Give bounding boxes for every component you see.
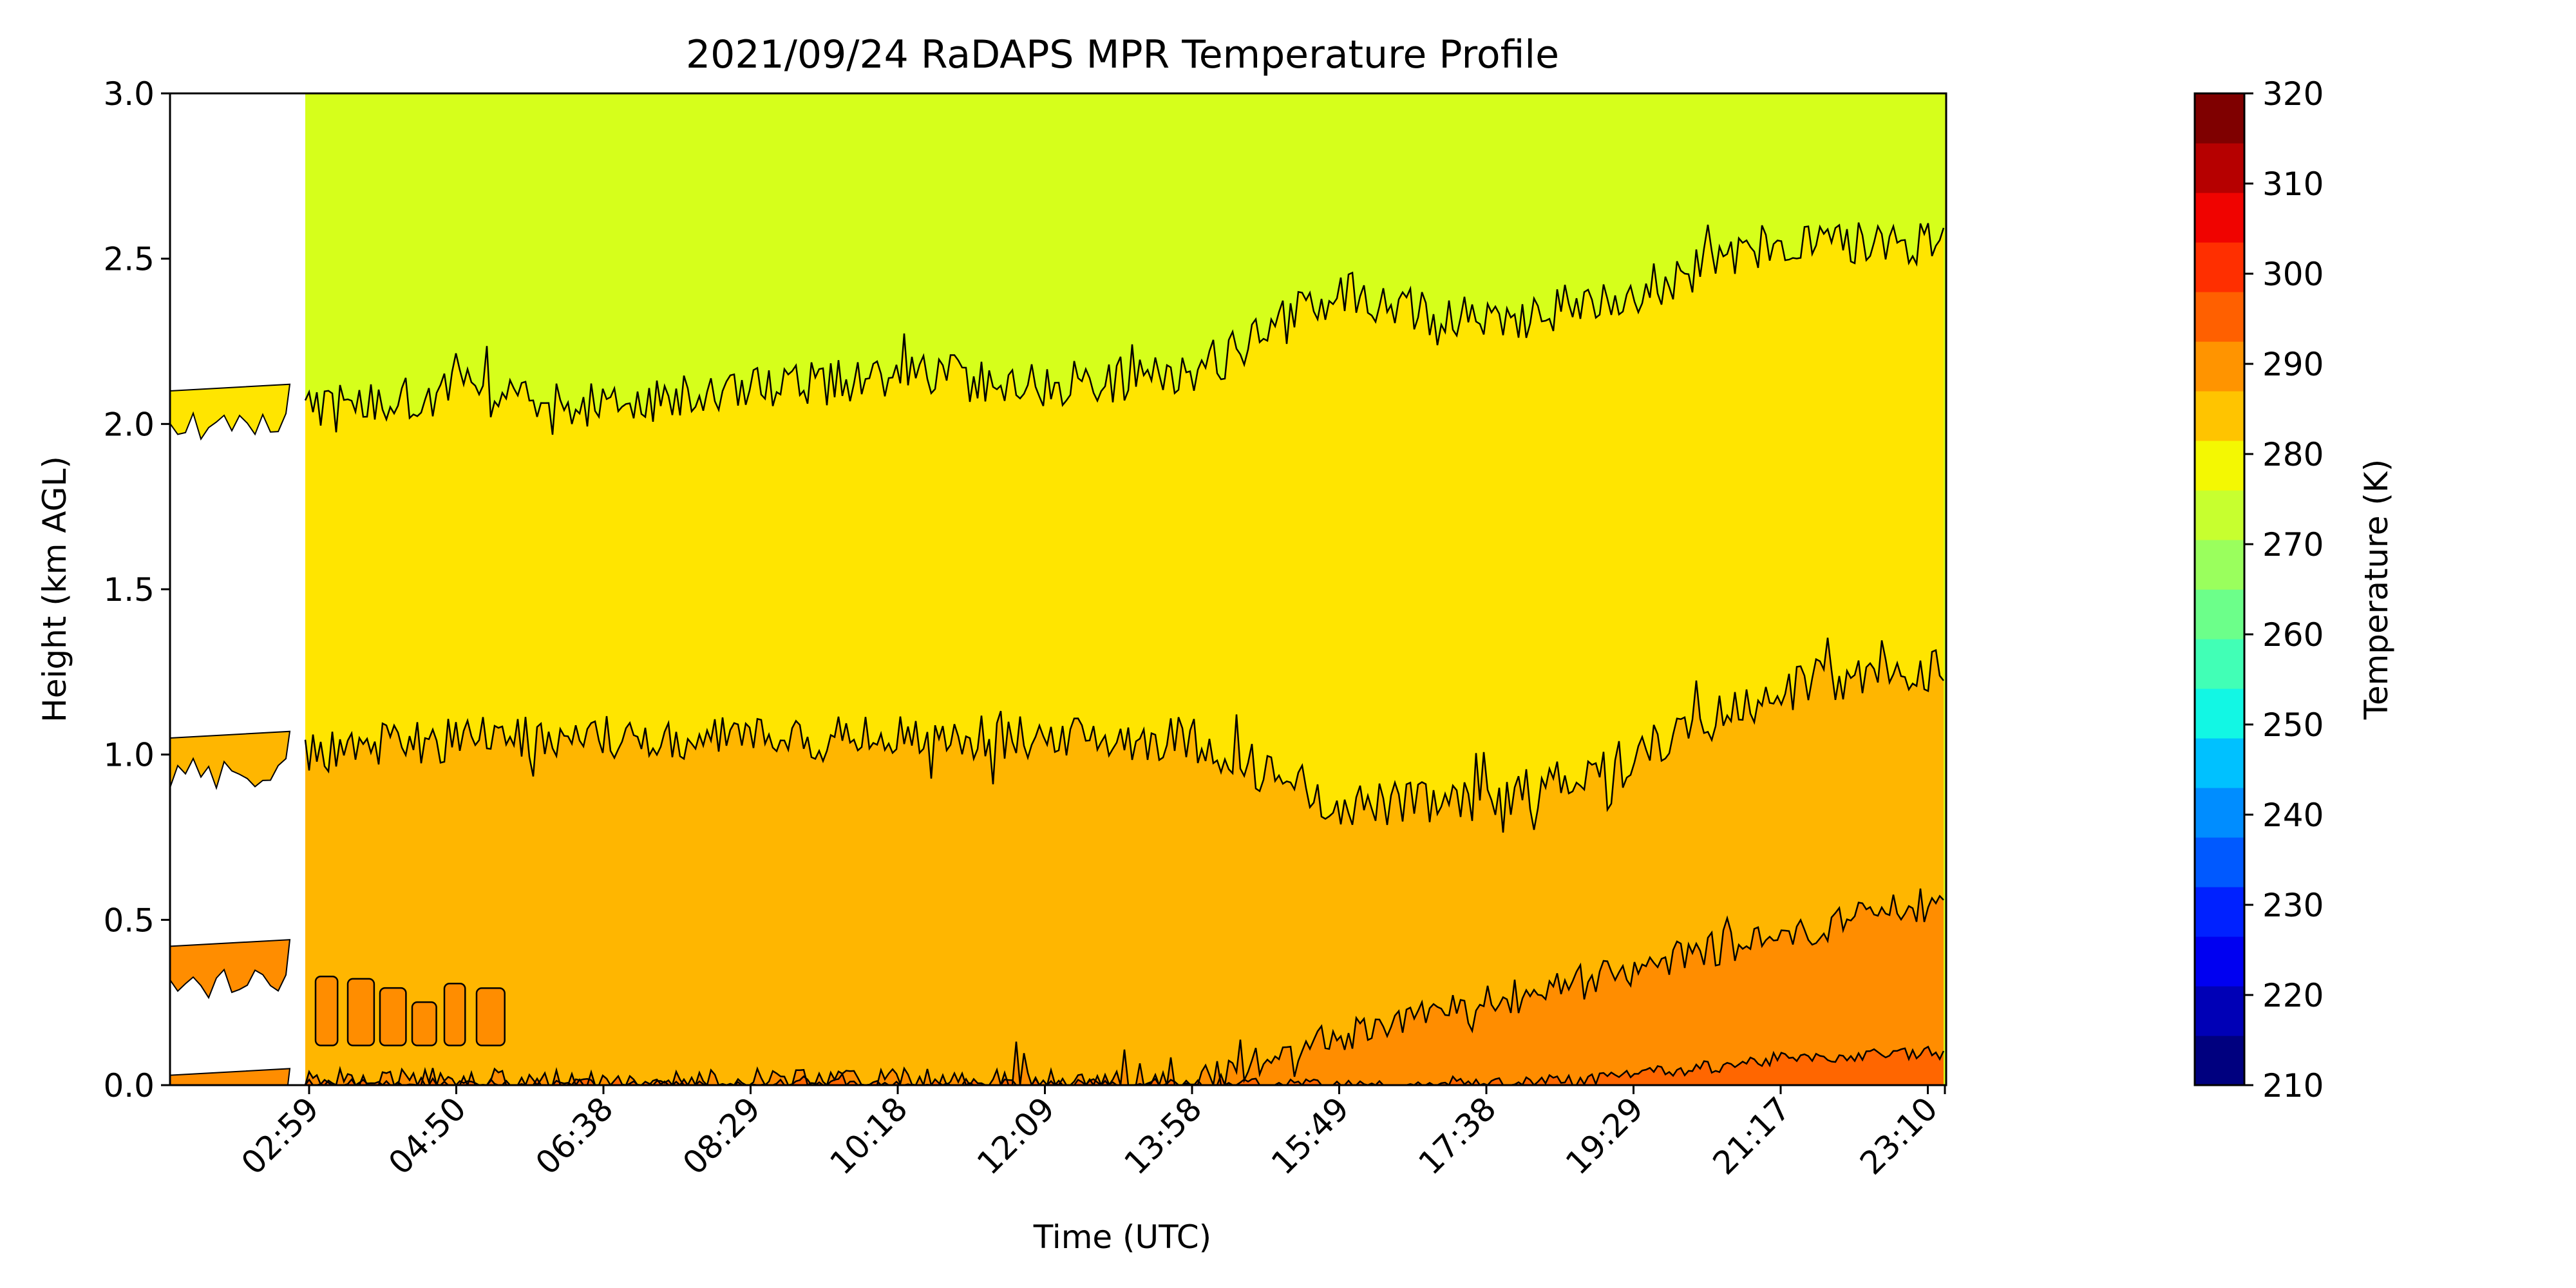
isotherm-280-contour xyxy=(304,222,1945,435)
x-tick-label: 19:29 xyxy=(1558,1090,1651,1182)
warm-pocket xyxy=(475,987,506,1046)
y-tick-label: 0.0 xyxy=(103,1067,155,1104)
y-axis-label: Height (km AGL) xyxy=(36,456,73,723)
warm-pocket xyxy=(314,975,339,1046)
x-tick-label: 06:38 xyxy=(529,1090,621,1182)
colorbar-segment xyxy=(2195,837,2244,887)
y-tick-label: 1.5 xyxy=(103,571,155,609)
early-fragment xyxy=(170,730,291,790)
x-tick-label: 12:09 xyxy=(970,1090,1062,1182)
colorbar-tick-label: 250 xyxy=(2262,706,2324,744)
band-295-300 xyxy=(305,1046,1944,1085)
x-tick-label: 08:29 xyxy=(676,1090,768,1182)
colorbar-segment xyxy=(2195,688,2244,739)
colorbar-segment xyxy=(2195,440,2244,491)
chart-title: 2021/09/24 RaDAPS MPR Temperature Profil… xyxy=(686,32,1559,77)
colorbar-segment xyxy=(2195,738,2244,788)
band-290-295 xyxy=(305,888,1944,1085)
y-tick-label: 0.5 xyxy=(103,902,155,939)
colorbar-tick-label: 240 xyxy=(2262,797,2324,834)
colorbar-segment xyxy=(2195,341,2244,392)
x-axis-label: Time (UTC) xyxy=(1033,1218,1211,1256)
isotherm-295-contour xyxy=(304,1045,1945,1085)
y-axis: 0.0 0.5 1.0 1.5 2.0 2.5 3.0 xyxy=(103,75,170,1104)
x-axis: 02:59 04:50 06:38 08:29 10:18 12:09 13:58 15:49… xyxy=(234,1085,1946,1182)
colorbar-segment xyxy=(2195,639,2244,689)
colorbar-segment xyxy=(2195,490,2244,540)
colorbar-segment xyxy=(2195,93,2244,144)
early-fragment xyxy=(170,383,291,441)
colorbar-segment xyxy=(2195,1036,2244,1086)
colorbar-tick-label: 320 xyxy=(2262,75,2324,113)
warm-pocket xyxy=(346,978,375,1046)
x-tick-label: 04:50 xyxy=(381,1090,473,1182)
colorbar-tick-label: 300 xyxy=(2262,256,2324,293)
x-tick-label: 10:18 xyxy=(823,1090,915,1182)
y-tick-label: 2.5 xyxy=(103,241,155,278)
colorbar-tick-label: 280 xyxy=(2262,436,2324,473)
colorbar-segment xyxy=(2195,887,2244,937)
plot-area xyxy=(170,93,1946,1085)
early-fragment xyxy=(170,1068,291,1085)
y-tick-label: 3.0 xyxy=(103,75,155,113)
colorbar-tick-label: 270 xyxy=(2262,526,2324,564)
colorbar-segment xyxy=(2195,936,2244,987)
colorbar: 210 220 230 240 250 260 270 280 290 300 310 320 xyxy=(2193,75,2324,1104)
colorbar-segment xyxy=(2195,589,2244,639)
x-tick-label: 02:59 xyxy=(234,1090,327,1182)
colorbar-label: Temperature (K) xyxy=(2358,459,2395,720)
x-tick-label: 17:38 xyxy=(1412,1090,1504,1182)
colorbar-tick-label: 290 xyxy=(2262,346,2324,383)
colorbar-segment xyxy=(2195,242,2244,292)
isotherm-290-contour xyxy=(304,888,1944,1085)
x-tick-label: 13:58 xyxy=(1117,1090,1209,1182)
x-tick-label: 23:10 xyxy=(1853,1090,1945,1182)
x-tick-label: 15:49 xyxy=(1264,1090,1356,1182)
x-tick-label: 21:17 xyxy=(1706,1090,1798,1182)
colorbar-tick-label: 230 xyxy=(2262,887,2324,924)
warm-pocket xyxy=(443,982,466,1046)
colorbar-segment xyxy=(2195,540,2244,590)
colorbar-segment xyxy=(2195,143,2244,193)
isotherm-285-contour xyxy=(304,638,1944,833)
colorbar-tick-label: 310 xyxy=(2262,166,2324,203)
colorbar-tick-label: 220 xyxy=(2262,977,2324,1014)
early-fragment xyxy=(170,939,291,999)
warm-pocket xyxy=(411,1001,437,1046)
y-tick-label: 2.0 xyxy=(103,406,155,443)
y-tick-label: 1.0 xyxy=(103,737,155,774)
colorbar-segment xyxy=(2195,986,2244,1036)
colorbar-tick-label: 210 xyxy=(2262,1067,2324,1104)
colorbar-frame xyxy=(2193,92,2246,1086)
colorbar-segment xyxy=(2195,391,2244,441)
colorbar-segment xyxy=(2195,193,2244,243)
colorbar-segment xyxy=(2195,292,2244,342)
colorbar-segment xyxy=(2195,788,2244,838)
warm-pocket xyxy=(379,987,407,1046)
colorbar-tick-label: 260 xyxy=(2262,616,2324,654)
band-285-290 xyxy=(305,638,1944,1085)
